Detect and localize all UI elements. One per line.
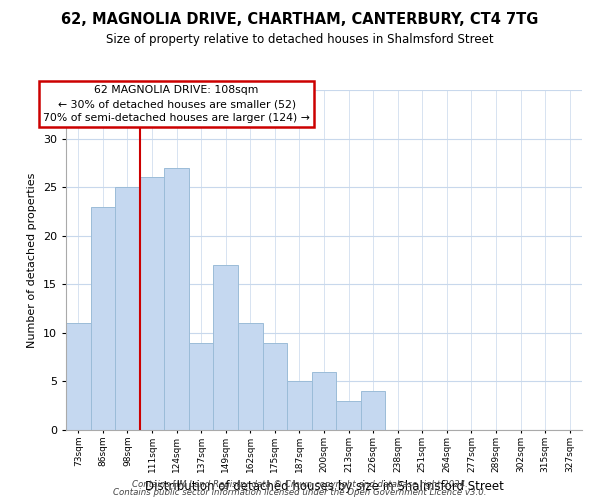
Bar xyxy=(336,401,361,430)
Bar xyxy=(287,382,312,430)
Bar xyxy=(214,265,238,430)
Bar xyxy=(91,206,115,430)
Text: Contains HM Land Registry data © Crown copyright and database right 2024.: Contains HM Land Registry data © Crown c… xyxy=(132,480,468,489)
Y-axis label: Number of detached properties: Number of detached properties xyxy=(27,172,37,348)
Bar xyxy=(66,323,91,430)
Bar xyxy=(115,187,140,430)
Bar xyxy=(189,342,214,430)
Text: Contains public sector information licensed under the Open Government Licence v3: Contains public sector information licen… xyxy=(113,488,487,497)
Text: 62, MAGNOLIA DRIVE, CHARTHAM, CANTERBURY, CT4 7TG: 62, MAGNOLIA DRIVE, CHARTHAM, CANTERBURY… xyxy=(61,12,539,28)
Text: 62 MAGNOLIA DRIVE: 108sqm
← 30% of detached houses are smaller (52)
70% of semi-: 62 MAGNOLIA DRIVE: 108sqm ← 30% of detac… xyxy=(43,85,310,123)
Text: Size of property relative to detached houses in Shalmsford Street: Size of property relative to detached ho… xyxy=(106,32,494,46)
X-axis label: Distribution of detached houses by size in Shalmsford Street: Distribution of detached houses by size … xyxy=(145,480,503,494)
Bar xyxy=(312,372,336,430)
Bar xyxy=(140,178,164,430)
Bar xyxy=(361,391,385,430)
Bar xyxy=(263,342,287,430)
Bar xyxy=(238,323,263,430)
Bar xyxy=(164,168,189,430)
